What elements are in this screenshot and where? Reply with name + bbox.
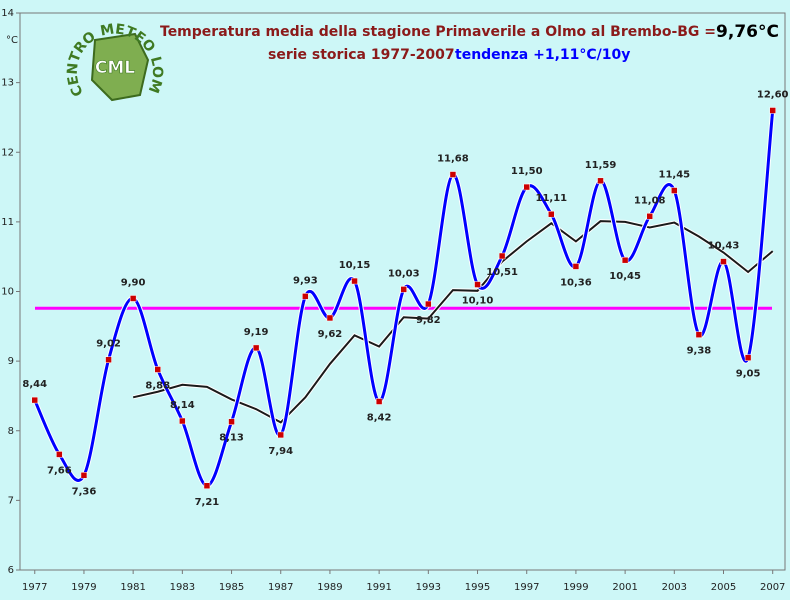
x-tick-label: 1993 (416, 582, 441, 593)
y-tick-label: 6 (8, 565, 14, 576)
point (474, 281, 481, 288)
x-tick-label: 2001 (612, 582, 637, 593)
value-label: 10,15 (339, 260, 371, 271)
x-tick-label: 1981 (120, 582, 145, 593)
point (449, 171, 457, 178)
point (302, 293, 309, 300)
point (597, 177, 604, 185)
x-tick-label: 1999 (563, 582, 588, 593)
value-label: 11,08 (634, 195, 666, 206)
point (498, 252, 506, 260)
value-label: 8,14 (170, 400, 195, 411)
value-label: 8,13 (219, 433, 244, 444)
y-tick-label: 8 (8, 426, 14, 437)
point (375, 398, 383, 405)
x-tick-label: 2005 (711, 582, 736, 593)
value-label: 10,03 (388, 268, 420, 279)
line (132, 220, 774, 424)
x-tick-label: 2003 (662, 582, 687, 593)
value-label: 9,62 (318, 329, 343, 340)
value-label: 7,94 (268, 446, 293, 457)
value-label: 9,19 (244, 327, 269, 338)
point (621, 256, 629, 264)
x-tick-label: 1995 (465, 582, 490, 593)
y-tick-label: 11 (1, 217, 14, 228)
value-label: 10,51 (486, 267, 518, 278)
value-label: 9,93 (293, 275, 318, 286)
value-label: 7,36 (72, 486, 97, 497)
point (671, 187, 678, 194)
value-label: 7,66 (47, 465, 72, 476)
point (129, 295, 137, 302)
point (56, 451, 63, 458)
point (326, 314, 334, 322)
point (252, 344, 260, 352)
point (744, 354, 752, 361)
value-label: 9,82 (416, 315, 441, 326)
point (228, 418, 235, 425)
y-tick-label: 9 (8, 356, 14, 367)
value-label: 8,44 (22, 379, 47, 390)
point (203, 482, 211, 490)
value-label: 10,45 (609, 271, 641, 282)
y-axis-label: °C (6, 35, 18, 46)
value-label: 9,02 (96, 339, 121, 350)
value-label: 10,43 (708, 241, 740, 252)
value-label: 7,21 (195, 497, 220, 508)
x-tick-label: 1991 (366, 582, 391, 593)
trend: tendenza +1,11°C/10y (455, 47, 630, 63)
y-tick-label: 12 (1, 147, 14, 158)
subtitle: serie storica 1977-2007 (268, 47, 455, 63)
point (80, 472, 88, 479)
x-tick-label: 1987 (268, 582, 293, 593)
value-label: 11,59 (585, 160, 617, 171)
value-label: 9,05 (736, 369, 761, 380)
point (179, 417, 186, 425)
chart-title: Temperatura media della stagione Primave… (160, 22, 779, 42)
point (572, 263, 580, 270)
point (548, 210, 555, 218)
y-tick-label: 13 (1, 78, 14, 89)
x-tick-label: 1983 (170, 582, 195, 593)
point (351, 277, 358, 285)
point (695, 331, 703, 338)
value-label: 11,45 (658, 170, 690, 181)
y-tick-label: 14 (1, 8, 14, 19)
value-label: 8,42 (367, 413, 392, 424)
value-label: 10,36 (560, 277, 592, 288)
point (646, 213, 653, 220)
logo-shape (90, 32, 150, 102)
point (31, 396, 39, 404)
value-label: 9,38 (687, 346, 712, 357)
value-label: 11,11 (535, 193, 567, 204)
x-tick-label: 2007 (760, 582, 785, 593)
point (523, 183, 530, 191)
point (425, 300, 432, 308)
x-tick-label: 1997 (514, 582, 539, 593)
x-tick-label: 1985 (219, 582, 244, 593)
value-label: 12,60 (757, 89, 789, 100)
point (769, 107, 776, 114)
point (720, 258, 727, 265)
point (277, 431, 284, 439)
y-tick-label: 10 (1, 287, 14, 298)
point (105, 356, 112, 363)
value-label: 9,90 (121, 277, 146, 288)
x-tick-label: 1977 (22, 582, 47, 593)
point (400, 286, 407, 293)
x-tick-label: 1989 (317, 582, 342, 593)
value-label: 8,88 (145, 380, 170, 391)
title-value: 9,76°C (716, 22, 779, 42)
logo-abbr: CML (95, 58, 135, 78)
point (154, 366, 161, 373)
x-tick-label: 1979 (71, 582, 96, 593)
value-label: 11,50 (511, 166, 543, 177)
y-tick-label: 7 (8, 495, 14, 506)
value-label: 11,68 (437, 154, 469, 165)
value-label: 10,10 (462, 296, 494, 307)
title-text: Temperatura media della stagione Primave… (160, 24, 716, 40)
